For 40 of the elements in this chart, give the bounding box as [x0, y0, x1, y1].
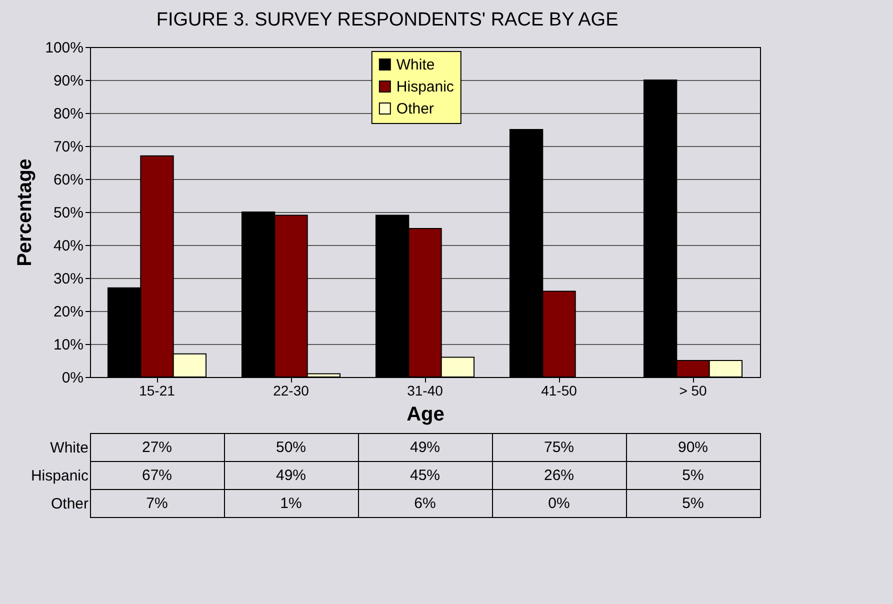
data-label: 6% [414, 495, 436, 512]
y-tick-label: 90% [53, 72, 84, 90]
data-label: 67% [142, 467, 172, 484]
data-label: 0% [548, 495, 570, 512]
legend-label: White [396, 56, 435, 74]
y-tick-label: 0% [62, 370, 84, 386]
data-label: 26% [544, 467, 574, 484]
data-label: 1% [280, 495, 302, 512]
data-label: 5% [682, 495, 704, 512]
y-tick-label: 70% [53, 138, 84, 156]
x-axis-title: Age [406, 404, 444, 426]
chart-title: FIGURE 3. SURVEY RESPONDENTS' RACE BY AGE [156, 10, 618, 30]
y-tick-label: 20% [53, 304, 84, 320]
y-tick-label: 60% [53, 172, 84, 188]
y-tick-label: 10% [53, 336, 84, 354]
legend-label: Hispanic [396, 78, 454, 96]
y-tick-label: 50% [53, 204, 84, 222]
y-tick-label: 30% [53, 270, 84, 288]
text: Other [50, 496, 88, 512]
data-label: 90% [678, 439, 708, 456]
x-tick-label: > 50 [679, 382, 708, 398]
y-axis-title: Percentage [14, 158, 36, 266]
data-label: 50% [276, 439, 306, 456]
legend-label: Other [396, 100, 434, 118]
data-label: 7% [146, 495, 168, 512]
data-label: 75% [544, 439, 574, 456]
data-label: 27% [142, 439, 172, 456]
data-label: 45% [410, 467, 440, 484]
data-label: 49% [276, 467, 306, 484]
y-tick-label: 100% [45, 40, 84, 56]
text: White [50, 440, 88, 456]
x-tick-label: 41-50 [541, 382, 578, 398]
y-tick-label: 40% [53, 238, 84, 254]
data-label: 5% [682, 467, 704, 484]
x-tick-label: 22-30 [273, 382, 310, 398]
x-tick-label: 15-21 [139, 382, 176, 398]
text: Hispanic [30, 468, 88, 484]
y-tick-label: 80% [53, 106, 84, 122]
data-label: 49% [410, 439, 440, 456]
x-tick-label: 31-40 [407, 382, 444, 398]
